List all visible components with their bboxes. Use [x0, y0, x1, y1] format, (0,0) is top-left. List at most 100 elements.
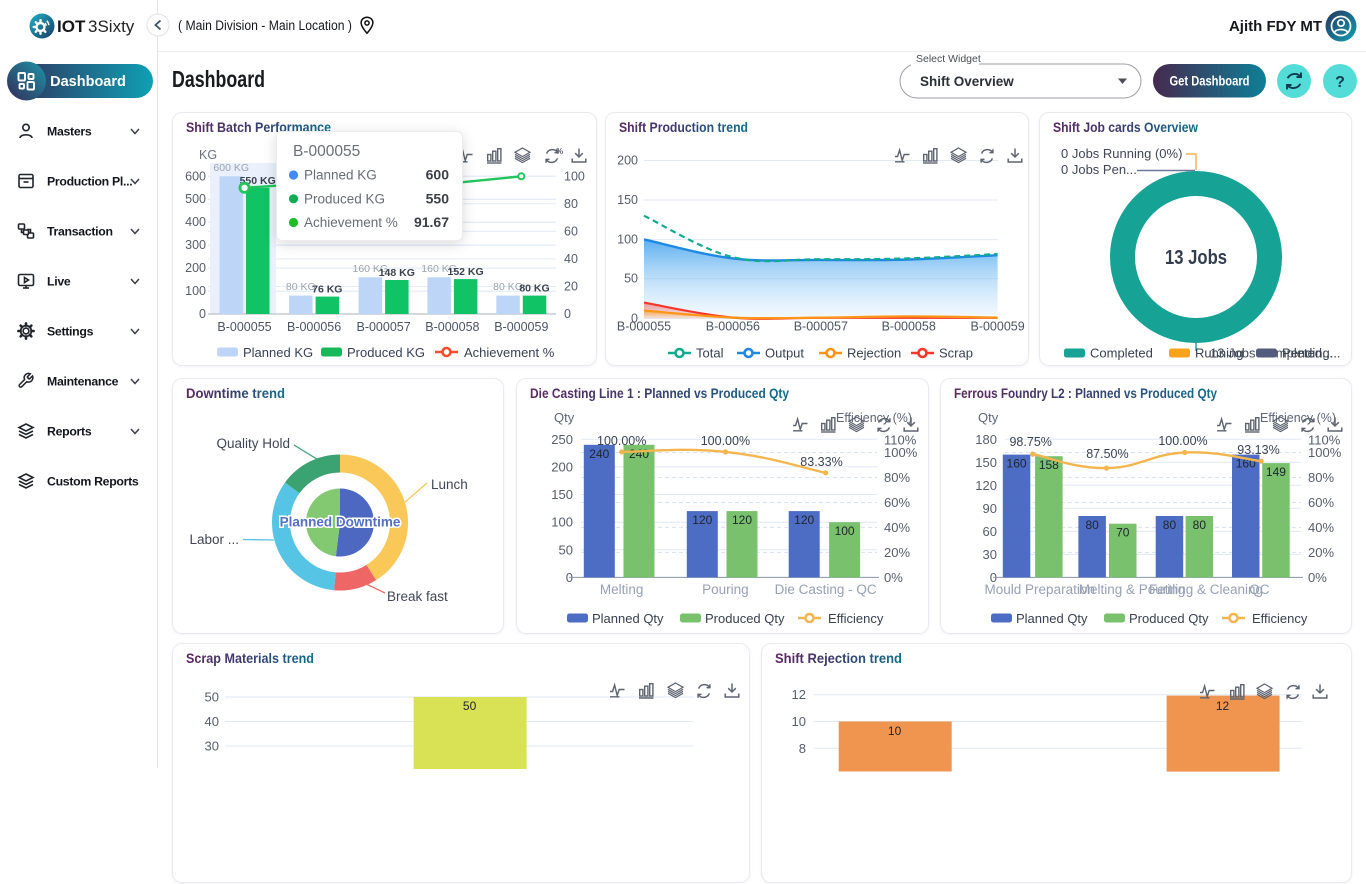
svg-text:100.00%: 100.00% [597, 434, 646, 448]
svg-text:550: 550 [426, 190, 450, 206]
svg-text:152 KG: 152 KG [448, 266, 484, 278]
svg-text:B-000058: B-000058 [882, 320, 936, 334]
svg-text:149: 149 [1266, 465, 1286, 479]
svg-text:600 KG: 600 KG [213, 162, 249, 174]
svg-text:Rejection: Rejection [847, 346, 901, 361]
svg-text:10: 10 [888, 724, 902, 738]
svg-text:KG: KG [199, 148, 217, 162]
svg-text:0 Jobs Running (0%): 0 Jobs Running (0%) [1061, 146, 1182, 161]
svg-text:Mould Preparation: Mould Preparation [985, 582, 1095, 597]
svg-text:40%: 40% [1308, 520, 1334, 535]
svg-text:12: 12 [792, 687, 806, 702]
svg-text:B-000055: B-000055 [217, 320, 271, 334]
svg-text:120: 120 [692, 513, 712, 527]
svg-text:Efficiency: Efficiency [1252, 611, 1308, 626]
svg-text:Live: Live [47, 275, 71, 289]
svg-text:80: 80 [1085, 518, 1099, 532]
svg-text:Efficiency: Efficiency [828, 611, 884, 626]
svg-text:400: 400 [185, 215, 206, 229]
svg-text:110%: 110% [884, 433, 917, 448]
svg-text:0 Jobs Pen...: 0 Jobs Pen... [1061, 162, 1137, 177]
svg-text:100: 100 [835, 524, 855, 538]
svg-text:600: 600 [185, 169, 206, 183]
svg-text:Efficiency (%): Efficiency (%) [1260, 410, 1336, 425]
svg-text:93.13%: 93.13% [1237, 443, 1279, 457]
svg-text:100%: 100% [1308, 445, 1342, 460]
svg-text:10: 10 [792, 714, 806, 729]
svg-text:%: % [556, 147, 563, 156]
svg-text:80: 80 [1193, 518, 1207, 532]
svg-text:Labor ...: Labor ... [189, 532, 239, 547]
svg-text:40: 40 [564, 252, 578, 266]
svg-text:B-000059: B-000059 [494, 320, 548, 334]
svg-text:300: 300 [185, 238, 206, 252]
svg-text:200: 200 [551, 459, 573, 474]
svg-text:Total: Total [696, 346, 724, 361]
svg-text:50: 50 [205, 690, 219, 705]
svg-text:Achievement %: Achievement % [304, 215, 398, 230]
svg-text:Shift Job cards Overview: Shift Job cards Overview [1053, 119, 1198, 135]
svg-text:160 KG: 160 KG [352, 263, 388, 275]
svg-text:76 KG: 76 KG [312, 284, 342, 296]
svg-text:40: 40 [205, 714, 219, 729]
svg-text:Ajith FDY MT: Ajith FDY MT [1229, 18, 1322, 35]
svg-text:0%: 0% [884, 570, 903, 585]
svg-text:Produced Qty: Produced Qty [1129, 611, 1209, 626]
svg-text:12: 12 [1216, 699, 1230, 713]
svg-text:Downtime trend: Downtime trend [186, 385, 285, 401]
svg-text:70: 70 [1116, 526, 1130, 540]
svg-text:250: 250 [551, 432, 573, 447]
svg-text:80%: 80% [884, 470, 910, 485]
svg-text:Qty: Qty [554, 410, 575, 425]
svg-text:20%: 20% [884, 545, 910, 560]
svg-text:100: 100 [551, 515, 573, 530]
svg-text:120: 120 [794, 513, 814, 527]
svg-text:Running: Running [1195, 346, 1243, 361]
svg-text:60%: 60% [1308, 495, 1334, 510]
svg-text:Quality Hold: Quality Hold [216, 436, 290, 451]
svg-text:Select Widget: Select Widget [916, 53, 981, 65]
svg-text:240: 240 [629, 447, 649, 461]
svg-text:IOT: IOT [57, 17, 86, 36]
svg-text:B-000057: B-000057 [356, 320, 410, 334]
svg-text:B-000056: B-000056 [287, 320, 341, 334]
svg-text:240: 240 [589, 447, 609, 461]
svg-text:Get Dashboard: Get Dashboard [1170, 74, 1250, 89]
svg-text:B-000058: B-000058 [425, 320, 479, 334]
svg-text:Masters: Masters [47, 125, 92, 139]
svg-text:120: 120 [975, 478, 997, 493]
svg-text:0: 0 [199, 307, 206, 321]
svg-text:60%: 60% [884, 495, 910, 510]
svg-text:8: 8 [799, 741, 806, 756]
svg-text:Lunch: Lunch [431, 477, 468, 492]
svg-text:100.00%: 100.00% [1158, 434, 1207, 448]
svg-text:B-000057: B-000057 [794, 320, 848, 334]
svg-text:50: 50 [463, 699, 477, 713]
svg-text:Custom Reports: Custom Reports [47, 475, 139, 489]
svg-text:Maintenance: Maintenance [47, 375, 119, 389]
svg-text:80 KG: 80 KG [286, 281, 316, 293]
svg-text:Planned KG: Planned KG [304, 168, 377, 183]
svg-text:3Sixty: 3Sixty [88, 17, 135, 36]
svg-text:0: 0 [564, 307, 571, 321]
svg-text:200: 200 [617, 154, 638, 168]
svg-text:Fettling & Cleaning: Fettling & Cleaning [1149, 582, 1263, 597]
svg-text:Dashboard: Dashboard [50, 74, 126, 90]
svg-text:158: 158 [1039, 458, 1059, 472]
svg-text:Break fast: Break fast [387, 589, 448, 604]
svg-text:Produced Qty: Produced Qty [705, 611, 785, 626]
svg-text:Output: Output [765, 346, 804, 361]
svg-text:91.67: 91.67 [414, 214, 449, 230]
svg-text:110%: 110% [1308, 433, 1341, 448]
svg-text:500: 500 [185, 192, 206, 206]
svg-text:Dashboard: Dashboard [172, 66, 265, 92]
svg-text:Shift Overview: Shift Overview [920, 74, 1014, 89]
svg-text:80: 80 [1163, 518, 1177, 532]
svg-text:148 KG: 148 KG [379, 267, 415, 279]
svg-text:Efficiency (%): Efficiency (%) [836, 410, 912, 425]
svg-text:Scrap: Scrap [939, 346, 973, 361]
svg-text:Shift Rejection trend: Shift Rejection trend [775, 650, 902, 666]
svg-text:100%: 100% [884, 445, 918, 460]
svg-text:Completed: Completed [1090, 346, 1153, 361]
svg-text:150: 150 [617, 193, 638, 207]
